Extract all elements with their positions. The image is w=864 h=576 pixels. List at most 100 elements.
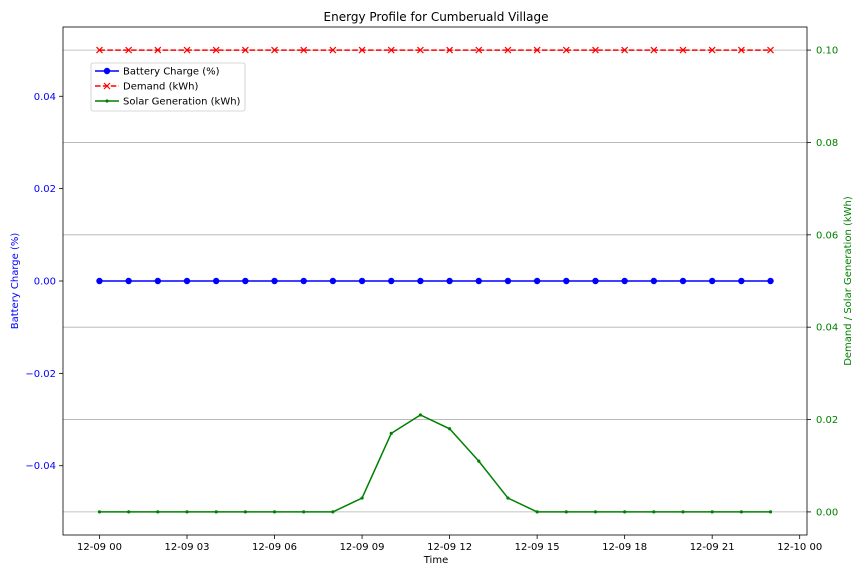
- data-point: [358, 277, 366, 285]
- data-point: [214, 510, 218, 514]
- data-point: [388, 277, 395, 285]
- right-tick-label: 0.10: [816, 46, 838, 57]
- data-point: [768, 510, 773, 514]
- data-point: [767, 277, 774, 285]
- data-point: [593, 510, 598, 514]
- legend-label: Battery Charge (%): [123, 67, 220, 78]
- data-point: [183, 46, 191, 54]
- x-tick-label: 12-09 06: [252, 542, 297, 553]
- data-point: [329, 277, 337, 285]
- data-point: [125, 46, 133, 54]
- data-point: [506, 496, 510, 500]
- right-tick-label: 0.02: [816, 415, 838, 426]
- x-tick-label: 12-09 12: [427, 542, 472, 553]
- data-point: [504, 46, 512, 54]
- data-point: [154, 46, 162, 54]
- data-point: [127, 510, 131, 514]
- legend-box: [90, 62, 246, 112]
- left-tick-label: 0.04: [34, 92, 56, 103]
- x-tick-label: 12-09 09: [340, 542, 385, 553]
- left-tick-label: 0.00: [34, 277, 56, 288]
- data-point: [650, 46, 658, 54]
- data-point: [767, 46, 774, 54]
- data-point: [535, 510, 539, 514]
- data-point: [272, 510, 277, 514]
- data-point: [241, 46, 249, 54]
- data-point: [154, 277, 162, 285]
- series-lines: [96, 46, 774, 514]
- legend-marker: [103, 82, 111, 90]
- data-point: [242, 277, 249, 285]
- data-point: [708, 277, 716, 285]
- data-point: [329, 46, 337, 54]
- right-tick-label: 0.00: [816, 507, 838, 518]
- right-tick-label: 0.06: [816, 230, 838, 241]
- data-point: [679, 277, 687, 285]
- data-point: [387, 46, 395, 54]
- data-point: [533, 277, 541, 285]
- right-tick-label: 0.04: [816, 323, 838, 334]
- data-point: [389, 431, 393, 435]
- data-point: [652, 510, 656, 514]
- legend-marker: [103, 67, 111, 75]
- data-point: [562, 46, 570, 54]
- legend: Battery Charge (%) Demand (kWh) Solar Gene…: [90, 62, 246, 112]
- data-point: [331, 510, 335, 514]
- data-point: [183, 277, 191, 285]
- data-point: [475, 277, 482, 285]
- data-point: [621, 46, 629, 54]
- left-tick-label: −0.02: [25, 369, 56, 380]
- x-tick-label: 12-09 18: [602, 542, 647, 553]
- series-1: [96, 46, 774, 54]
- data-point: [710, 510, 714, 514]
- data-point: [564, 510, 568, 514]
- axes: 0.10 0.08 0.06 0.04 0.02 0.00 0.04 0.02 0.00 −0.0…: [25, 46, 838, 553]
- y-axis-title-left: Battery Charge (%): [10, 233, 21, 330]
- data-point: [271, 46, 278, 54]
- series-line: [99, 414, 771, 513]
- data-point: [96, 277, 103, 285]
- data-point: [446, 277, 453, 285]
- data-point: [446, 46, 454, 54]
- data-point: [156, 510, 160, 514]
- series-2: [97, 413, 773, 514]
- data-point: [300, 46, 308, 54]
- data-point: [563, 277, 570, 285]
- data-point: [477, 459, 481, 463]
- x-tick-label: 12-09 03: [165, 542, 210, 553]
- data-point: [592, 46, 599, 54]
- data-point: [271, 277, 278, 285]
- data-point: [447, 427, 452, 431]
- data-point: [737, 46, 745, 54]
- data-point: [592, 277, 599, 285]
- right-tick-label: 0.08: [816, 138, 838, 149]
- x-tick-label: 12-10 00: [777, 542, 822, 553]
- data-point: [650, 277, 658, 285]
- data-point: [358, 46, 366, 54]
- data-point: [621, 277, 628, 285]
- data-point: [739, 510, 743, 514]
- series-0: [96, 277, 774, 285]
- chart-title: Energy Profile for Cumberuald Village: [324, 10, 549, 24]
- y-axis-title-right: Demand / Solar Generation (kWh): [843, 196, 854, 366]
- x-tick-label: 12-09 00: [77, 542, 122, 553]
- data-point: [302, 510, 306, 514]
- data-point: [96, 46, 103, 54]
- legend-label: Demand (kWh): [123, 82, 199, 93]
- data-point: [418, 413, 423, 417]
- data-point: [243, 510, 247, 514]
- data-point: [623, 510, 627, 514]
- data-point: [97, 510, 102, 514]
- data-point: [681, 510, 685, 514]
- data-point: [417, 277, 424, 285]
- x-tick-label: 12-09 21: [690, 542, 735, 553]
- legend-label: Solar Generation (kWh): [123, 97, 241, 108]
- legend-marker: [105, 99, 109, 103]
- left-tick-label: 0.02: [34, 184, 56, 195]
- data-point: [738, 277, 745, 285]
- data-point: [125, 277, 132, 285]
- x-tick-label: 12-09 15: [515, 542, 560, 553]
- data-point: [360, 496, 364, 500]
- data-point: [212, 46, 220, 54]
